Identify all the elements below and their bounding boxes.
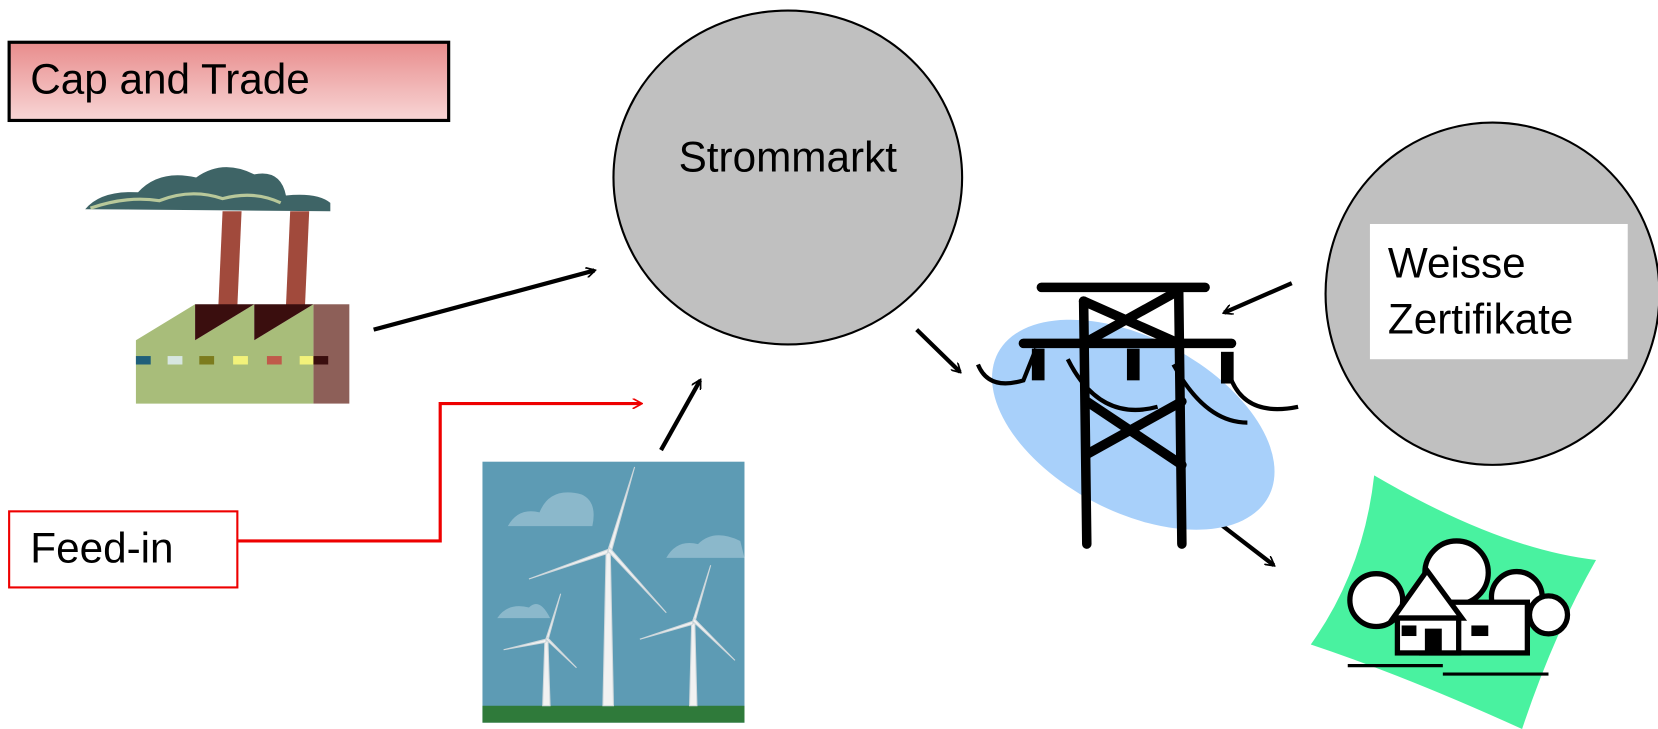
wind-icon [482, 461, 745, 723]
strommarkt-label: Strommarkt [679, 134, 898, 181]
feedin-box [8, 510, 239, 589]
zertifikate-label-2: Zertifikate [1388, 295, 1573, 342]
zertifikate-label-1: Weisse [1388, 239, 1526, 286]
house-icon [1310, 475, 1597, 729]
zertifikate-box [1369, 223, 1628, 360]
feedin-label: Feed-in [30, 525, 173, 572]
feedin-arrow [237, 404, 641, 543]
pylon-icon [976, 282, 1299, 549]
cap-box [7, 40, 451, 123]
factory-icon [85, 167, 350, 404]
strommarkt-circle [612, 9, 964, 346]
cap-label: Cap and Trade [30, 56, 310, 103]
